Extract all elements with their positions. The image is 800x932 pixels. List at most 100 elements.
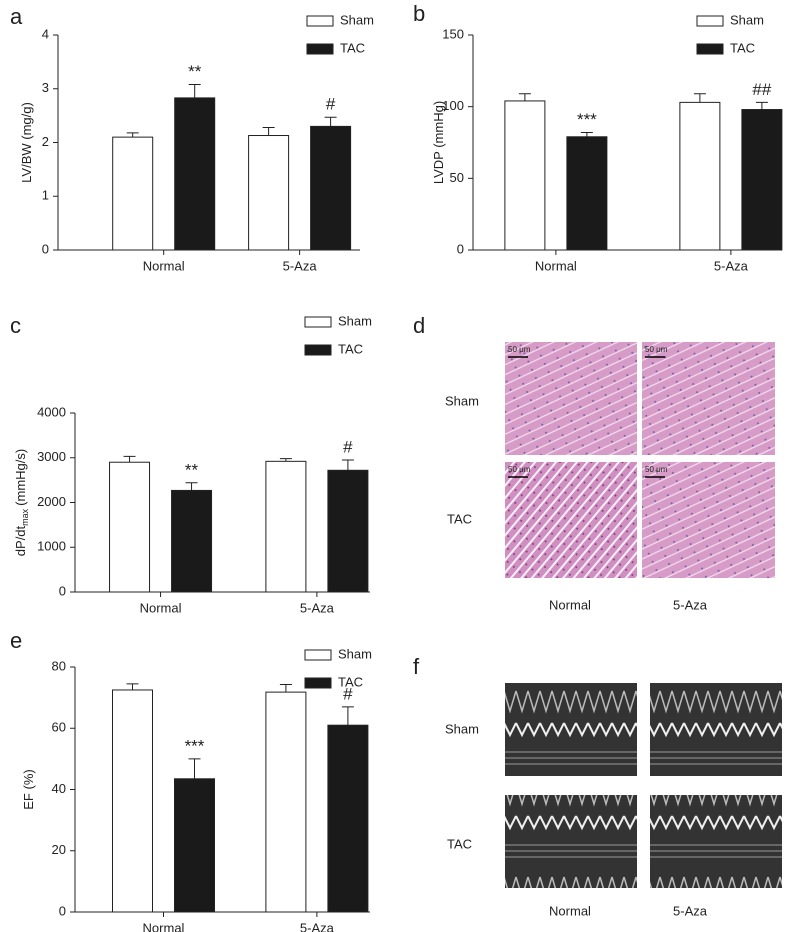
error-bar	[341, 459, 354, 471]
scale-label: 50 μm	[508, 345, 531, 354]
error-bar	[580, 131, 593, 137]
legend-swatch	[304, 316, 332, 328]
legend-label: TAC	[338, 674, 363, 689]
column-label: 5-Aza	[673, 903, 708, 918]
legend-label: Sham	[730, 12, 764, 27]
y-tick-label: 0	[59, 903, 66, 918]
y-tick-label: 0	[42, 241, 49, 256]
y-axis-title-text: dP/dt	[13, 525, 28, 556]
y-axis-title-text: LVDP (mmHg)	[431, 101, 446, 184]
legend-label: TAC	[340, 40, 365, 55]
histology-image	[642, 462, 775, 578]
legend-label: Sham	[338, 646, 372, 661]
x-tick-label: 5-Aza	[300, 600, 335, 615]
panel-letter: f	[413, 654, 420, 679]
y-axis-title-text: EF (%)	[21, 769, 36, 809]
bar	[327, 469, 369, 593]
panel-d-images: 50 μm 50 μm 50 μm 50 μm d Sham TAC Norma…	[413, 313, 775, 612]
error-bar	[279, 458, 292, 462]
error-bar	[188, 758, 201, 779]
chart-panel: a 0 1 2 3 4 LV/BW (mg/g) Normal ** 5-Aza # Sham TAC	[10, 4, 374, 274]
significance-label: ***	[185, 736, 205, 755]
error-bar	[279, 683, 292, 693]
panel-letter: c	[10, 313, 21, 338]
bar	[174, 97, 216, 251]
histology-image	[505, 462, 637, 578]
y-tick-label: 100	[442, 98, 464, 113]
significance-label: **	[188, 62, 202, 81]
histology-image	[505, 342, 637, 455]
histology-image	[642, 342, 775, 455]
significance-label: **	[185, 460, 199, 479]
x-tick-label: 5-Aza	[300, 920, 335, 932]
bar	[248, 135, 290, 251]
y-axis-title-unit: (mmHg/s)	[13, 449, 28, 506]
echo-image	[650, 795, 782, 888]
legend-label: Sham	[340, 12, 374, 27]
bar	[504, 100, 546, 251]
bar	[174, 778, 215, 913]
x-tick-label: Normal	[535, 258, 577, 273]
bar	[741, 109, 783, 251]
legend-swatch	[304, 677, 332, 689]
bar	[112, 136, 154, 251]
error-bar	[188, 83, 201, 98]
column-label: 5-Aza	[673, 597, 708, 612]
x-tick-label: 5-Aza	[714, 258, 749, 273]
y-tick-label: 3	[42, 80, 49, 95]
y-tick-label: 1000	[37, 539, 66, 554]
y-axis-title: dP/dtmax (mmHg/s)	[13, 449, 30, 556]
echo-image	[505, 795, 637, 888]
y-axis-title-text: LV/BW (mg/g)	[19, 102, 34, 183]
column-label: Normal	[549, 597, 591, 612]
y-tick-label: 4	[42, 26, 49, 41]
column-label: Normal	[549, 903, 591, 918]
panel-letter: e	[10, 628, 22, 653]
chart-panel: c 0 1000 2000 3000 4000 dP/dtmax (mmHg/s) Normal…	[10, 313, 372, 616]
y-axis-title: LVDP (mmHg)	[431, 101, 446, 184]
bar	[310, 125, 352, 251]
panel-letter: d	[413, 313, 425, 338]
bar	[109, 461, 151, 593]
bar	[679, 101, 721, 251]
error-bar	[518, 93, 531, 101]
y-tick-label: 3000	[37, 449, 66, 464]
legend-swatch	[696, 43, 724, 55]
bar	[327, 724, 369, 913]
error-bar	[126, 132, 139, 138]
y-tick-label: 150	[442, 26, 464, 41]
row-label: Sham	[445, 393, 479, 408]
row-label: TAC	[447, 836, 472, 851]
legend-swatch	[304, 649, 332, 661]
chart-panel: e 0 20 40 60 80 EF (%) Normal *** 5-Aza # Sham TAC	[10, 628, 372, 932]
y-tick-label: 0	[457, 241, 464, 256]
error-bar	[262, 126, 275, 136]
significance-label: #	[326, 95, 336, 114]
bar	[566, 136, 608, 251]
y-axis-title: LV/BW (mg/g)	[19, 102, 34, 183]
bar	[171, 489, 213, 593]
x-tick-label: Normal	[143, 258, 185, 273]
y-tick-label: 1	[42, 188, 49, 203]
y-tick-label: 20	[52, 842, 66, 857]
scale-label: 50 μm	[645, 345, 668, 354]
legend-label: TAC	[730, 40, 755, 55]
legend-swatch	[306, 15, 334, 27]
x-tick-label: 5-Aza	[283, 258, 318, 273]
error-bar	[123, 455, 136, 463]
significance-label: #	[343, 437, 353, 456]
significance-label: ***	[577, 110, 597, 129]
legend-label: Sham	[338, 313, 372, 328]
row-label: TAC	[447, 511, 472, 526]
y-axis-title-sub: max	[20, 508, 30, 526]
bar	[265, 691, 307, 913]
y-tick-label: 60	[52, 720, 66, 735]
bar	[265, 460, 307, 593]
y-tick-label: 2000	[37, 494, 66, 509]
significance-label: #	[343, 684, 353, 703]
error-bar	[341, 706, 354, 726]
y-tick-label: 40	[52, 781, 66, 796]
y-axis-title: EF (%)	[21, 769, 36, 809]
error-bar	[185, 482, 198, 491]
